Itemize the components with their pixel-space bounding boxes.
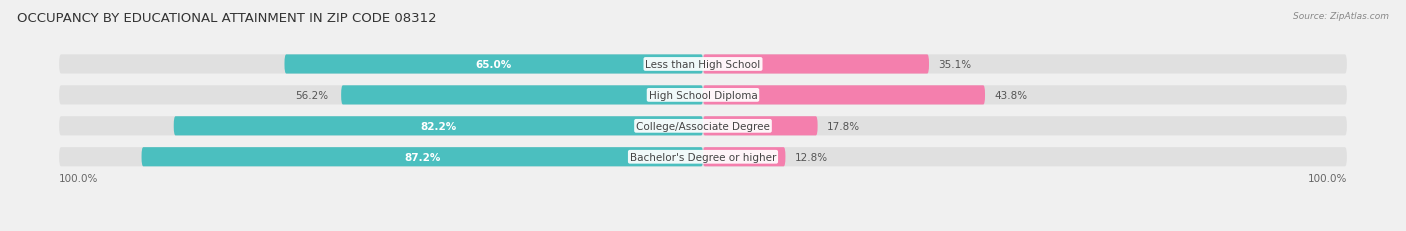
Text: Bachelor's Degree or higher: Bachelor's Degree or higher (630, 152, 776, 162)
Text: 82.2%: 82.2% (420, 121, 457, 131)
Text: 17.8%: 17.8% (827, 121, 860, 131)
Text: 100.0%: 100.0% (59, 173, 98, 183)
Text: High School Diploma: High School Diploma (648, 91, 758, 100)
Text: 100.0%: 100.0% (1308, 173, 1347, 183)
FancyBboxPatch shape (703, 86, 986, 105)
FancyBboxPatch shape (703, 117, 818, 136)
FancyBboxPatch shape (142, 148, 703, 167)
Text: OCCUPANCY BY EDUCATIONAL ATTAINMENT IN ZIP CODE 08312: OCCUPANCY BY EDUCATIONAL ATTAINMENT IN Z… (17, 12, 436, 24)
FancyBboxPatch shape (59, 86, 1347, 105)
FancyBboxPatch shape (59, 117, 1347, 136)
Text: 65.0%: 65.0% (475, 60, 512, 70)
FancyBboxPatch shape (59, 148, 1347, 167)
Text: 35.1%: 35.1% (939, 60, 972, 70)
FancyBboxPatch shape (59, 55, 1347, 74)
Text: 56.2%: 56.2% (295, 91, 328, 100)
Text: 43.8%: 43.8% (994, 91, 1028, 100)
Text: 87.2%: 87.2% (404, 152, 440, 162)
Text: Source: ZipAtlas.com: Source: ZipAtlas.com (1294, 12, 1389, 21)
FancyBboxPatch shape (174, 117, 703, 136)
FancyBboxPatch shape (703, 55, 929, 74)
Text: Less than High School: Less than High School (645, 60, 761, 70)
Text: 12.8%: 12.8% (794, 152, 828, 162)
FancyBboxPatch shape (342, 86, 703, 105)
Text: College/Associate Degree: College/Associate Degree (636, 121, 770, 131)
FancyBboxPatch shape (284, 55, 703, 74)
FancyBboxPatch shape (703, 148, 786, 167)
